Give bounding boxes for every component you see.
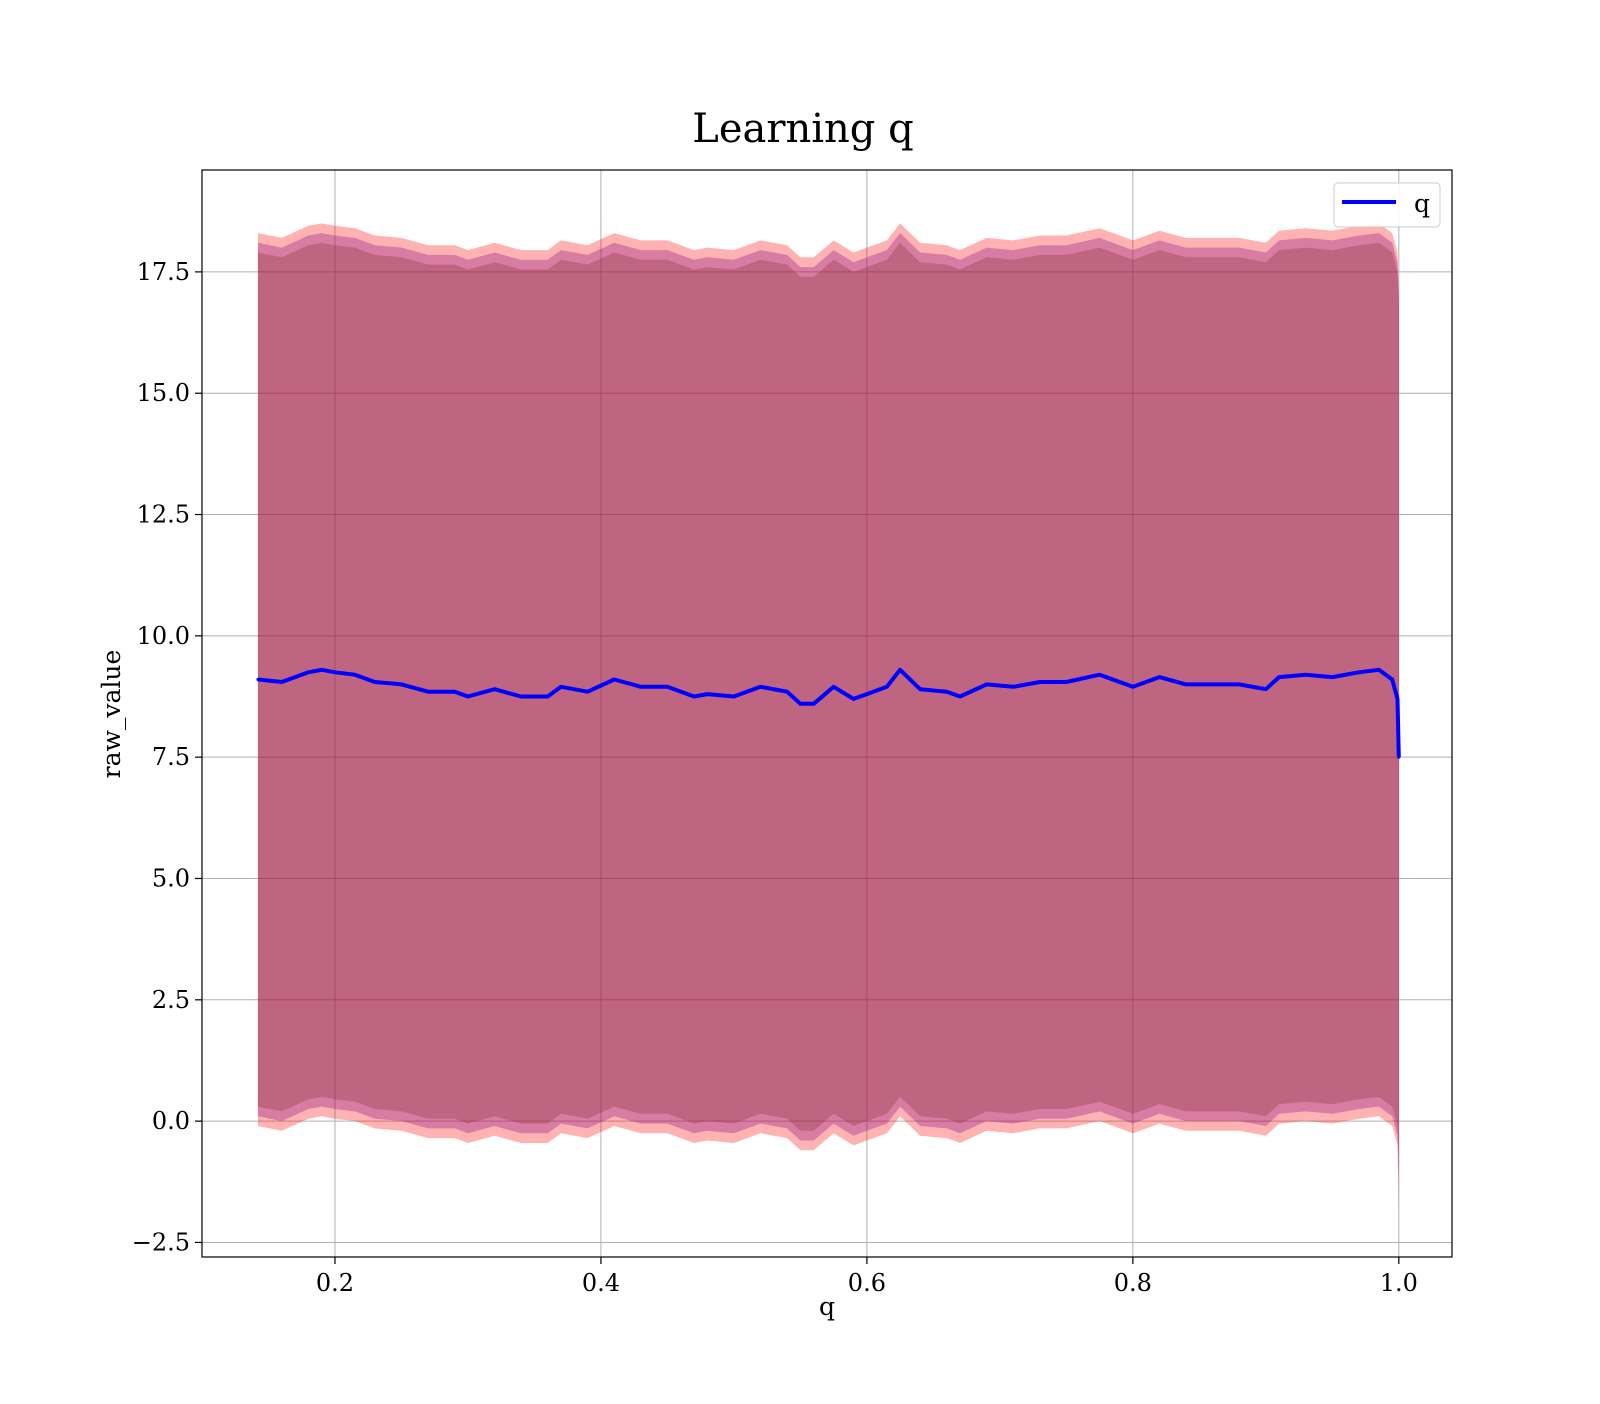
data-point <box>373 680 377 684</box>
chart-title: Learning q <box>692 106 913 152</box>
y-tick-label: 17.5 <box>137 258 190 286</box>
data-point <box>280 680 284 684</box>
data-point <box>1184 682 1188 686</box>
data-point <box>546 695 550 698</box>
data-point <box>1377 668 1381 672</box>
y-axis-label: raw_value <box>97 650 126 779</box>
data-point <box>453 690 457 694</box>
x-axis-label: q <box>819 1292 835 1321</box>
band-core <box>257 233 1399 1180</box>
data-point <box>1157 675 1161 679</box>
data-point <box>639 685 643 689</box>
data-point <box>1264 687 1268 691</box>
data-point <box>732 695 736 698</box>
legend: q <box>1333 182 1441 228</box>
x-tick-label: 0.8 <box>1114 1269 1152 1297</box>
legend-box <box>1333 182 1441 228</box>
confidence-bands <box>257 223 1399 1209</box>
data-point <box>1397 755 1401 759</box>
data-point <box>945 690 949 694</box>
data-point <box>705 692 709 696</box>
data-point <box>665 685 669 689</box>
data-point <box>320 668 324 672</box>
legend-label-q: q <box>1414 189 1430 218</box>
data-point <box>812 702 816 706</box>
plot-frame <box>201 169 1453 1258</box>
data-point <box>1396 697 1399 701</box>
band-inner <box>257 242 1399 1156</box>
tick-layer: 0.2 0.4 0.6 0.8 1.0 −2.5 0.0 2.5 5.0 7.5 10.0 12.5 1… <box>132 258 1418 1297</box>
data-point <box>1011 685 1015 689</box>
data-point <box>1064 680 1068 684</box>
data-point <box>1304 673 1308 677</box>
data-point <box>1118 680 1122 684</box>
data-point <box>885 685 889 689</box>
data-point <box>256 678 260 681</box>
data-point <box>306 670 310 674</box>
data-point <box>798 702 802 706</box>
y-tick-label: 0.0 <box>152 1107 190 1135</box>
data-point <box>985 682 989 686</box>
data-point <box>519 695 523 698</box>
x-tick-label: 0.6 <box>848 1269 886 1297</box>
data-point <box>692 695 696 698</box>
data-point <box>918 687 922 691</box>
y-tick-label: 2.5 <box>152 986 190 1014</box>
data-point <box>400 682 403 686</box>
data-point <box>333 670 337 674</box>
x-tick-label: 1.0 <box>1380 1269 1418 1297</box>
data-point <box>1211 682 1215 686</box>
line-layer <box>256 667 1401 759</box>
data-point <box>832 685 836 689</box>
data-point <box>612 678 616 681</box>
data-point <box>1237 682 1241 686</box>
y-tick-label: 12.5 <box>137 501 190 529</box>
data-point <box>852 697 856 701</box>
data-point <box>1277 675 1281 679</box>
data-point <box>1131 685 1135 689</box>
data-point <box>785 690 789 694</box>
x-tick-label: 0.2 <box>316 1269 354 1297</box>
data-point <box>466 695 470 698</box>
data-point <box>1038 680 1042 684</box>
data-point <box>586 690 590 694</box>
data-point <box>1330 675 1334 679</box>
data-point <box>426 690 430 694</box>
data-point <box>1357 670 1361 674</box>
y-tick-label: 7.5 <box>152 743 190 771</box>
data-point <box>759 685 762 689</box>
data-point <box>958 695 962 698</box>
data-point <box>898 668 902 672</box>
y-tick-label: −2.5 <box>132 1228 190 1256</box>
data-point <box>559 685 563 689</box>
data-point <box>865 692 869 696</box>
y-tick-label: 5.0 <box>152 864 190 892</box>
y-tick-label: 10.0 <box>137 622 190 650</box>
series-line-q <box>257 667 1401 758</box>
data-point <box>1098 673 1102 677</box>
x-tick-label: 0.4 <box>582 1269 620 1297</box>
band-outer <box>257 223 1399 1209</box>
data-point <box>493 687 497 691</box>
data-point <box>353 673 357 677</box>
y-tick-label: 15.0 <box>137 379 190 407</box>
data-point <box>1390 678 1394 681</box>
